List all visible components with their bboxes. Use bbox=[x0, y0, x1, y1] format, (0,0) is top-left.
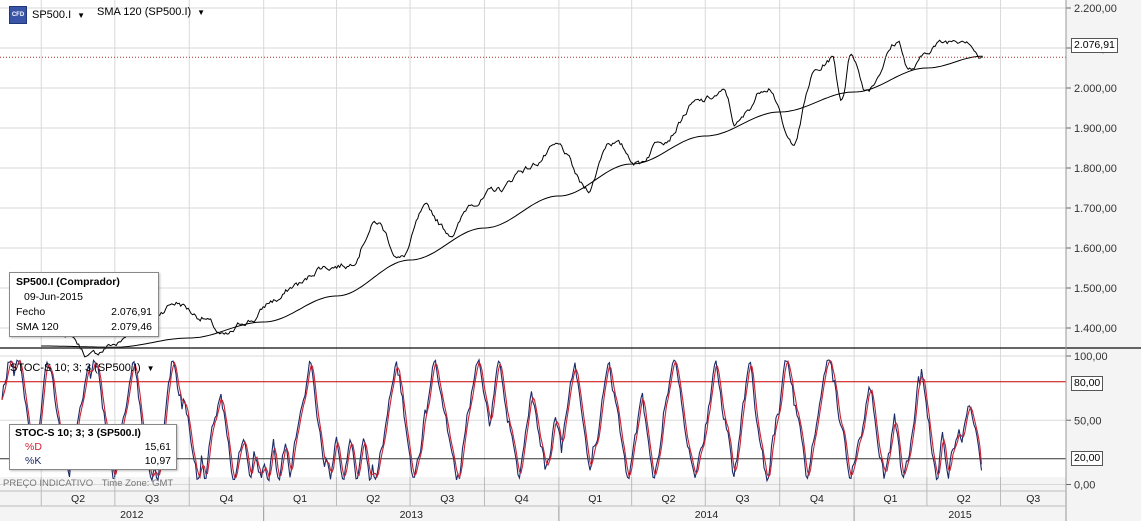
stochastic-y-tick-label: 50,00 bbox=[1074, 415, 1102, 427]
price-y-tick-label: 1.700,00 bbox=[1074, 203, 1117, 215]
price-y-tick-label: 2.000,00 bbox=[1074, 83, 1117, 95]
indicative-note: PREÇO INDICATIVO Time Zone: GMT bbox=[3, 478, 173, 489]
upper-level-badge: 80,00 bbox=[1071, 376, 1104, 391]
stochastic-info-row: %D 15,61 bbox=[15, 441, 171, 453]
stochastic-info-row: %K 10,97 bbox=[15, 455, 171, 467]
sma-series-line bbox=[41, 55, 983, 348]
k-value-label: %K bbox=[25, 455, 42, 467]
price-y-tick-label: 1.600,00 bbox=[1074, 243, 1117, 255]
year-tick-label: 2014 bbox=[695, 509, 719, 521]
stochastic-info-box: STOC-S 10; 3; 3 (SP500.I) %D 15,61 %K 10… bbox=[9, 424, 177, 470]
indicator-selector[interactable]: SMA 120 (SP500.I) ▼ bbox=[97, 6, 205, 18]
year-tick-label: 2013 bbox=[400, 509, 424, 521]
price-y-tick-label: 1.500,00 bbox=[1074, 283, 1117, 295]
price-y-tick-label: 2.200,00 bbox=[1074, 3, 1117, 15]
price-series-line bbox=[40, 39, 983, 358]
price-info-label: SMA 120 bbox=[16, 321, 59, 333]
price-info-row: Fecho 2.076,91 bbox=[16, 306, 152, 318]
quarter-tick-label: Q3 bbox=[145, 493, 159, 505]
year-tick-label: 2012 bbox=[120, 509, 144, 521]
timezone-label: Time Zone: GMT bbox=[101, 478, 174, 489]
stochastic-y-tick-label: 100,00 bbox=[1074, 351, 1108, 363]
quarter-tick-label: Q4 bbox=[219, 493, 233, 505]
indicative-label: PREÇO INDICATIVO bbox=[3, 478, 94, 489]
price-info-label: Fecho bbox=[16, 306, 46, 318]
stochastic-y-tick-label: 0,00 bbox=[1074, 480, 1095, 492]
k-series-line bbox=[1, 358, 983, 483]
stochastic-label[interactable]: STOC-S 10; 3; 3 (SP500.I) bbox=[10, 362, 141, 374]
chevron-down-icon[interactable]: ▼ bbox=[197, 7, 206, 17]
quarter-tick-label: Q1 bbox=[588, 493, 602, 505]
chevron-down-icon[interactable]: ▼ bbox=[146, 363, 155, 373]
quarter-tick-label: Q1 bbox=[293, 493, 307, 505]
d-value-label: %D bbox=[25, 441, 42, 453]
price-info-value: 2.076,91 bbox=[111, 306, 152, 318]
quarter-tick-label: Q2 bbox=[366, 493, 380, 505]
quarter-tick-label: Q4 bbox=[515, 493, 529, 505]
quarter-tick-label: Q1 bbox=[883, 493, 897, 505]
chevron-down-icon[interactable]: ▼ bbox=[77, 10, 86, 20]
year-tick-label: 2015 bbox=[948, 509, 972, 521]
price-panel bbox=[0, 39, 1066, 358]
stochastic-info-title: STOC-S 10; 3; 3 (SP500.I) bbox=[15, 427, 141, 439]
d-value: 15,61 bbox=[144, 441, 171, 453]
quarter-tick-label: Q4 bbox=[810, 493, 824, 505]
symbol-label[interactable]: SP500.I bbox=[32, 9, 72, 21]
quarter-tick-label: Q2 bbox=[661, 493, 675, 505]
price-y-tick-label: 1.900,00 bbox=[1074, 123, 1117, 135]
grid bbox=[0, 0, 1066, 485]
quarter-tick-label: Q2 bbox=[71, 493, 85, 505]
quarter-tick-label: Q3 bbox=[1026, 493, 1040, 505]
price-y-tick-label: 1.800,00 bbox=[1074, 163, 1117, 175]
k-value: 10,97 bbox=[144, 455, 171, 467]
lower-level-badge: 20,00 bbox=[1071, 451, 1104, 466]
last-price-badge: 2.076,91 bbox=[1071, 38, 1118, 53]
quarter-tick-label: Q3 bbox=[735, 493, 749, 505]
indicator-label[interactable]: SMA 120 (SP500.I) bbox=[97, 6, 192, 18]
price-info-title: SP500.I (Comprador) bbox=[16, 276, 120, 288]
price-info-row: SMA 120 2.079,46 bbox=[16, 321, 152, 333]
quarter-tick-label: Q2 bbox=[957, 493, 971, 505]
price-y-tick-label: 1.400,00 bbox=[1074, 323, 1117, 335]
right-axis-background bbox=[1066, 0, 1141, 521]
stochastic-selector[interactable]: STOC-S 10; 3; 3 (SP500.I) ▼ bbox=[10, 362, 155, 374]
symbol-selector[interactable]: CFD SP500.I ▼ bbox=[9, 6, 85, 24]
price-info-value: 2.079,46 bbox=[111, 321, 152, 333]
price-info-date: 09-Jun-2015 bbox=[24, 291, 83, 303]
cfd-logo-icon: CFD bbox=[9, 6, 27, 24]
quarter-tick-label: Q3 bbox=[440, 493, 454, 505]
price-info-box: SP500.I (Comprador) 09-Jun-2015 Fecho 2.… bbox=[9, 272, 159, 337]
